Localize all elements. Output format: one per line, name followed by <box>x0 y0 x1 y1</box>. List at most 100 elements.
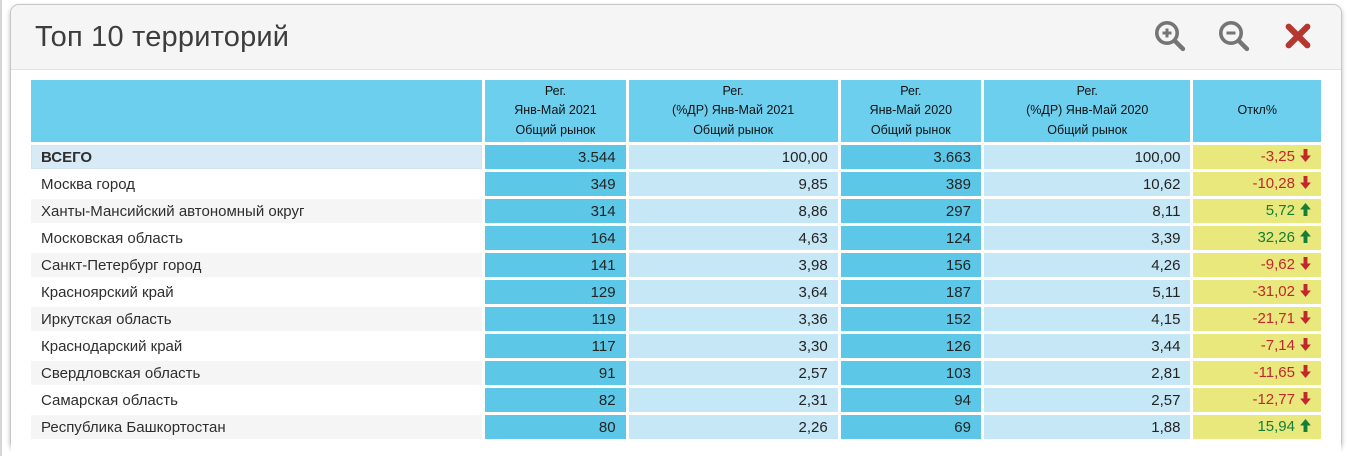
col-header-otkl[interactable]: Откл% <box>1193 80 1321 143</box>
header-line: Рег. <box>544 84 567 98</box>
otkl-cell: -11,65 <box>1193 361 1321 386</box>
col-header-reg-2020[interactable]: Рег. Янв-Май 2020 Общий рынок <box>840 80 981 143</box>
reg-2020-cell: 3.663 <box>840 145 981 170</box>
otkl-value: -3,25 <box>1260 148 1295 166</box>
pct-2020-cell: 5,11 <box>983 280 1191 305</box>
territory-cell[interactable]: Иркутская область <box>31 307 483 332</box>
reg-2021-cell: 82 <box>485 388 626 413</box>
territory-cell[interactable]: Москва город <box>31 172 483 197</box>
table-body: ВСЕГО 3.544 100,00 3.663 100,00 -3,25 Мо… <box>31 145 1321 440</box>
reg-2020-cell: 69 <box>840 415 981 440</box>
trend-down-arrow-icon <box>1300 257 1311 274</box>
trend-down-arrow-icon <box>1300 392 1311 409</box>
pct-2020-cell: 3,44 <box>983 334 1191 359</box>
reg-2021-cell: 3.544 <box>485 145 626 170</box>
otkl-value: 5,72 <box>1265 202 1295 220</box>
reg-2021-cell: 141 <box>485 253 626 278</box>
header-line: (%ДР) Янв-Май 2021 <box>672 103 795 118</box>
widget-header: Топ 10 территорий <box>11 5 1341 70</box>
territory-cell[interactable]: Свердловская область <box>31 361 483 386</box>
otkl-value: 32,26 <box>1257 229 1295 247</box>
trend-up-arrow-icon <box>1300 419 1311 436</box>
pct-2021-cell: 9,85 <box>628 172 838 197</box>
pct-2021-cell: 2,26 <box>628 415 838 440</box>
otkl-value: -7,14 <box>1260 337 1295 355</box>
pct-2021-cell: 3,64 <box>628 280 838 305</box>
otkl-cell: -12,77 <box>1193 388 1321 413</box>
territory-cell[interactable]: Санкт-Петербург город <box>31 253 483 278</box>
table-row: Свердловская область 91 2,57 103 2,81 -1… <box>31 361 1321 386</box>
otkl-cell: -7,14 <box>1193 334 1321 359</box>
widget-toolbar <box>1151 18 1317 56</box>
pct-2021-cell: 2,31 <box>628 388 838 413</box>
pct-2020-cell: 4,26 <box>983 253 1191 278</box>
pct-2021-cell: 3,36 <box>628 307 838 332</box>
close-button[interactable] <box>1279 18 1317 56</box>
pct-2020-cell: 2,57 <box>983 388 1191 413</box>
widget-body: Рег. Янв-Май 2021 Общий рынок Рег. (%ДР)… <box>11 70 1341 462</box>
reg-2020-cell: 103 <box>840 361 981 386</box>
pct-2020-cell: 10,62 <box>983 172 1191 197</box>
territory-cell[interactable]: Красноярский край <box>31 280 483 305</box>
territory-cell[interactable]: ВСЕГО <box>31 145 483 170</box>
trend-down-arrow-icon <box>1300 338 1311 355</box>
top10-territories-table: Рег. Янв-Май 2021 Общий рынок Рег. (%ДР)… <box>28 77 1324 442</box>
table-row: Санкт-Петербург город 141 3,98 156 4,26 … <box>31 253 1321 278</box>
close-icon <box>1282 20 1314 55</box>
trend-up-arrow-icon <box>1300 203 1311 220</box>
header-line: Рег. <box>722 84 744 98</box>
col-header-reg-2021[interactable]: Рег. Янв-Май 2021 Общий рынок <box>485 80 626 143</box>
pct-2020-cell: 2,81 <box>983 361 1191 386</box>
otkl-cell: -10,28 <box>1193 172 1321 197</box>
table-row: Московская область 164 4,63 124 3,39 32,… <box>31 226 1321 251</box>
reg-2021-cell: 349 <box>485 172 626 197</box>
reg-2020-cell: 156 <box>840 253 981 278</box>
territory-cell[interactable]: Московская область <box>31 226 483 251</box>
table-row-total: ВСЕГО 3.544 100,00 3.663 100,00 -3,25 <box>31 145 1321 170</box>
zoom-out-button[interactable] <box>1215 18 1253 56</box>
pct-2021-cell: 8,86 <box>628 199 838 224</box>
reg-2021-cell: 129 <box>485 280 626 305</box>
territory-cell[interactable]: Ханты-Мансийский автономный округ <box>31 199 483 224</box>
pct-2020-cell: 4,15 <box>983 307 1191 332</box>
header-line: Общий рынок <box>1047 122 1128 137</box>
otkl-value: -31,02 <box>1252 283 1295 301</box>
reg-2020-cell: 124 <box>840 226 981 251</box>
otkl-cell: -9,62 <box>1193 253 1321 278</box>
header-line: (%ДР) Янв-Май 2020 <box>1026 103 1149 118</box>
table-header-row: Рег. Янв-Май 2021 Общий рынок Рег. (%ДР)… <box>31 80 1321 143</box>
page-title: Топ 10 территорий <box>35 20 290 53</box>
reg-2020-cell: 152 <box>840 307 981 332</box>
zoom-out-icon <box>1216 18 1252 57</box>
table-row: Краснодарский край 117 3,30 126 3,44 -7,… <box>31 334 1321 359</box>
otkl-value: 15,94 <box>1257 418 1295 436</box>
header-line: Общий рынок <box>870 122 951 137</box>
header-line: Откл% <box>1237 103 1277 118</box>
zoom-in-button[interactable] <box>1151 18 1189 56</box>
reg-2020-cell: 126 <box>840 334 981 359</box>
otkl-cell: -21,71 <box>1193 307 1321 332</box>
table-row: Москва город 349 9,85 389 10,62 -10,28 <box>31 172 1321 197</box>
territory-cell[interactable]: Краснодарский край <box>31 334 483 359</box>
territory-cell[interactable]: Республика Башкортостан <box>31 415 483 440</box>
reg-2021-cell: 164 <box>485 226 626 251</box>
pct-2020-cell: 100,00 <box>983 145 1191 170</box>
otkl-cell: -31,02 <box>1193 280 1321 305</box>
otkl-value: -21,71 <box>1252 310 1295 328</box>
trend-down-arrow-icon <box>1300 176 1311 193</box>
header-line: Общий рынок <box>515 122 596 137</box>
reg-2020-cell: 187 <box>840 280 981 305</box>
header-line: Рег. <box>900 84 922 98</box>
otkl-value: -11,65 <box>1253 364 1295 382</box>
col-header-pct-2021[interactable]: Рег. (%ДР) Янв-Май 2021 Общий рынок <box>628 80 838 143</box>
pct-2021-cell: 2,57 <box>628 361 838 386</box>
otkl-cell: -3,25 <box>1193 145 1321 170</box>
header-line: Рег. <box>1076 84 1098 98</box>
top10-territories-widget: Топ 10 территорий <box>10 4 1342 462</box>
pct-2021-cell: 4,63 <box>628 226 838 251</box>
trend-down-arrow-icon <box>1300 311 1311 328</box>
col-header-pct-2020[interactable]: Рег. (%ДР) Янв-Май 2020 Общий рынок <box>983 80 1191 143</box>
trend-down-arrow-icon <box>1300 284 1311 301</box>
territory-cell[interactable]: Самарская область <box>31 388 483 413</box>
col-header-territory <box>31 80 483 143</box>
